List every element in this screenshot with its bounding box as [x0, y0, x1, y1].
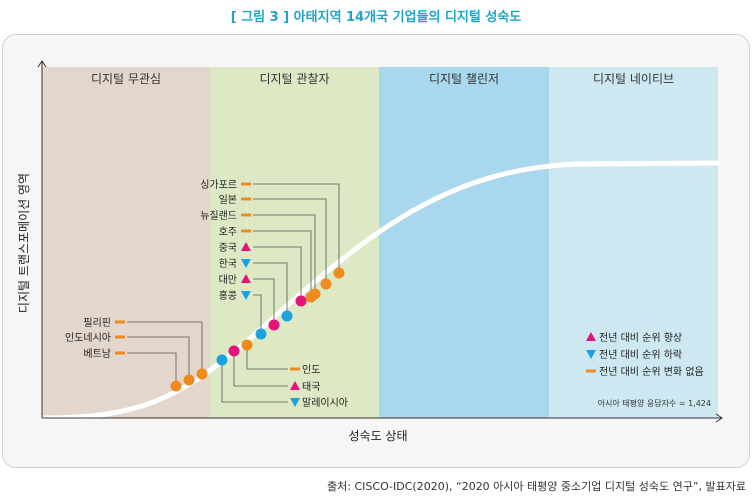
country-label: 인도네시아	[65, 332, 111, 344]
leader-line	[253, 214, 316, 294]
legend-marker	[586, 332, 596, 341]
country-trend-marker	[241, 213, 251, 217]
legend-label: 전년 대비 순위 향상	[599, 331, 682, 344]
leader-line	[253, 278, 275, 325]
legend-marker	[586, 350, 596, 359]
country-trend-marker	[115, 335, 125, 339]
country-dot	[268, 319, 280, 331]
country-label: 대만	[219, 274, 237, 286]
country-label: 태국	[302, 381, 320, 393]
stage-label-4: 디지털 네이티브	[593, 72, 674, 86]
country-label: 싱가포르	[200, 179, 237, 191]
x-axis-label: 성숙도 상태	[348, 429, 407, 443]
legend-label: 전년 대비 순위 변화 없음	[599, 365, 704, 378]
country-label: 인도	[302, 364, 320, 376]
leader-line	[221, 360, 288, 403]
stage-band-1	[42, 67, 210, 418]
y-axis-arrow	[37, 60, 47, 68]
country-trend-marker	[241, 197, 251, 201]
leader-line	[246, 345, 288, 370]
stage-band-4	[549, 67, 718, 418]
leader-line	[253, 294, 262, 334]
country-trend-marker	[115, 320, 125, 324]
country-label: 한국	[219, 258, 237, 270]
country-dot	[295, 295, 307, 307]
figure-title: [ 그림 3 ] 아태지역 14개국 기업들의 디지털 성숙도	[230, 10, 522, 25]
country-label: 필리핀	[83, 317, 111, 329]
respondents-note: 아시아 태평양 응답자수 = 1,424	[598, 398, 711, 408]
country-trend-marker	[241, 259, 251, 268]
stage-band-2	[210, 67, 379, 418]
country-trend-marker	[241, 274, 251, 283]
country-label: 중국	[219, 242, 237, 254]
country-trend-marker	[290, 367, 300, 371]
leader-line	[127, 336, 190, 380]
leader-line	[253, 230, 312, 297]
leader-line	[127, 321, 203, 374]
country-dot	[216, 354, 228, 366]
country-label: 일본	[219, 194, 237, 206]
country-dot	[183, 374, 195, 386]
country-trend-marker	[241, 242, 251, 251]
leader-line	[253, 183, 340, 273]
stage-label-2: 디지털 관찰자	[259, 72, 329, 86]
x-axis-arrow	[715, 413, 723, 423]
leader-line	[253, 246, 302, 301]
country-dot	[255, 328, 267, 340]
country-label: 홍콩	[219, 289, 237, 302]
y-axis-label: 디지털 트랜스포메이션 영역	[17, 173, 31, 313]
country-label: 뉴질랜드	[200, 210, 237, 222]
country-trend-marker	[290, 398, 300, 407]
country-dot	[196, 368, 208, 380]
country-trend-marker	[290, 381, 300, 390]
country-dot	[333, 267, 345, 279]
leader-line	[253, 262, 288, 316]
country-label: 호주	[219, 226, 237, 238]
leader-line	[253, 198, 327, 284]
leader-line	[127, 352, 177, 386]
stage-label-1: 디지털 무관심	[91, 72, 161, 86]
legend-marker	[586, 369, 596, 373]
source-note: 출처: CISCO-IDC(2020), “2020 아시아 태평양 중소기업 …	[327, 480, 746, 493]
country-dot	[309, 288, 321, 300]
maturity-curve	[41, 160, 721, 421]
country-label: 베트남	[83, 348, 111, 360]
country-trend-marker	[241, 229, 251, 233]
country-label: 말레이시아	[302, 397, 348, 409]
country-trend-marker	[115, 351, 125, 355]
legend-label: 전년 대비 순위 하락	[599, 348, 682, 361]
country-trend-marker	[241, 291, 251, 300]
country-trend-marker	[241, 182, 251, 186]
stage-band-3	[379, 67, 549, 418]
country-dot	[241, 339, 253, 351]
country-dot	[320, 278, 332, 290]
country-dot	[170, 380, 182, 392]
country-dot	[281, 310, 293, 322]
leader-line	[233, 351, 288, 387]
stage-label-3: 디지털 챌린저	[429, 72, 499, 86]
country-dot	[228, 345, 240, 357]
